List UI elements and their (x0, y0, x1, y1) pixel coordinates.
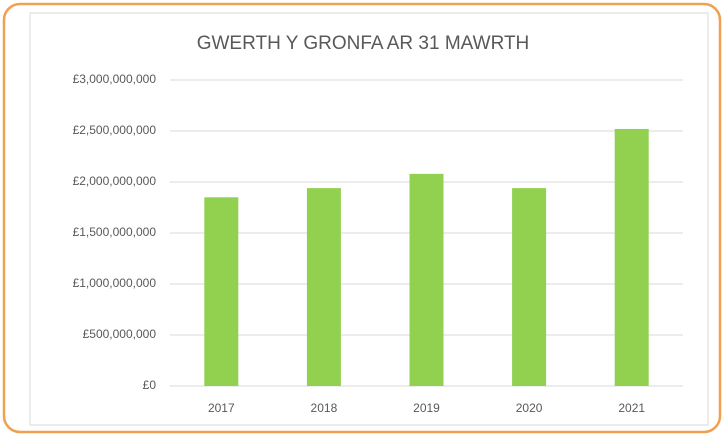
x-tick-label: 2020 (516, 401, 543, 415)
bar (512, 188, 547, 386)
x-tick-label: 2021 (618, 401, 645, 415)
x-tick-label: 2018 (311, 401, 338, 415)
bar (614, 128, 649, 386)
x-tick-label: 2019 (413, 401, 440, 415)
y-tick-label: £2,500,000,000 (73, 123, 157, 137)
y-tick-label: £1,000,000,000 (73, 276, 157, 290)
chart-frame (29, 12, 709, 426)
bar (409, 173, 444, 386)
y-tick-label: £500,000,000 (83, 327, 157, 341)
chart-title: GWERTH Y GRONFA AR 31 MAWRTH (197, 33, 530, 54)
x-tick-label: 2017 (208, 401, 235, 415)
y-tick-label: £1,500,000,000 (73, 225, 157, 239)
bar (306, 188, 341, 386)
y-tick-label: £0 (143, 378, 157, 392)
bar (204, 197, 239, 386)
y-tick-label: £2,000,000,000 (73, 174, 157, 188)
y-tick-label: £3,000,000,000 (73, 72, 157, 86)
